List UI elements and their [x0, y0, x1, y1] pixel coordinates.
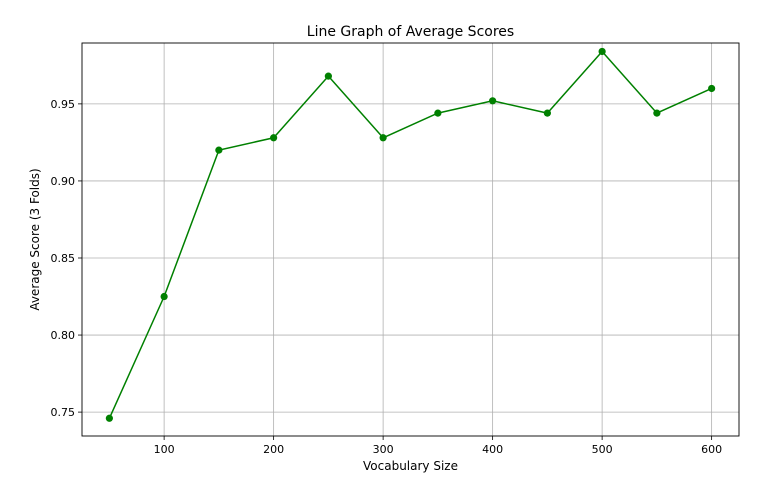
tick-layer: 100 200 300 400 500 600 0.75 0.80 0.85 0.90 0.95 — [51, 98, 723, 456]
data-point — [160, 292, 168, 301]
y-tick-label: 0.75 — [51, 406, 76, 419]
x-tick-label: 500 — [592, 443, 613, 456]
y-tick-label: 0.90 — [51, 175, 76, 188]
series-layer — [105, 47, 716, 422]
y-tick-label: 0.95 — [51, 98, 76, 111]
plot-frame — [81, 42, 740, 437]
x-tick-label: 400 — [482, 443, 503, 456]
data-point — [543, 109, 551, 117]
data-point — [379, 134, 387, 142]
x-tick-label: 300 — [373, 443, 394, 456]
y-tick-label: 0.80 — [51, 329, 76, 342]
data-point — [105, 414, 113, 422]
data-point — [324, 72, 332, 80]
data-point — [708, 84, 716, 93]
data-point — [215, 146, 223, 154]
data-point — [434, 109, 442, 117]
x-tick-label: 200 — [263, 443, 284, 456]
data-point — [653, 109, 661, 117]
x-tick-label: 600 — [701, 443, 722, 456]
data-point — [598, 47, 606, 56]
chart-title: Line Graph of Average Scores — [307, 24, 514, 40]
data-point — [489, 97, 497, 105]
y-tick-label: 0.85 — [51, 252, 76, 265]
y-axis-label: Average Score (3 Folds) — [28, 168, 42, 310]
x-axis-label: Vocabulary Size — [363, 459, 458, 473]
grid-lines — [82, 43, 739, 436]
data-point — [270, 134, 278, 142]
series-line — [108, 50, 712, 419]
x-tick-label: 100 — [154, 443, 175, 456]
